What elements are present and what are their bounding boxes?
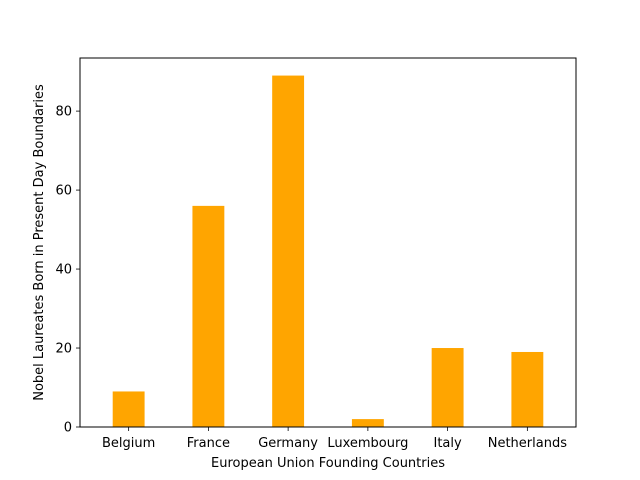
x-tick-label: Germany: [258, 436, 318, 451]
x-tick-label: France: [187, 436, 230, 451]
bar-italy: [431, 348, 464, 427]
x-axis-label: European Union Founding Countries: [211, 456, 445, 471]
bar-luxembourg: [351, 419, 384, 427]
x-tick-label: Netherlands: [488, 436, 567, 451]
y-tick-label: 80: [55, 105, 72, 120]
bar-netherlands: [511, 351, 544, 427]
bar-belgium: [112, 391, 145, 427]
y-axis-label: Nobel Laureates Born in Present Day Boun…: [32, 84, 47, 401]
x-axis: Belgium France Germany Luxembourg Italy Nethe…: [102, 427, 567, 451]
y-tick-label: 20: [55, 342, 72, 357]
bar-germany: [272, 75, 305, 428]
y-axis: 0 20 40 60 80: [55, 105, 80, 436]
y-tick-label: 0: [64, 421, 72, 436]
x-tick-label: Belgium: [102, 436, 155, 451]
x-tick-label: Italy: [434, 436, 463, 451]
plot-frame: [79, 57, 577, 428]
bars-layer: [112, 75, 544, 428]
y-tick-label: 40: [55, 263, 72, 278]
x-tick-label: Luxembourg: [327, 436, 408, 451]
y-tick-label: 60: [55, 184, 72, 199]
bar-france: [192, 205, 225, 427]
